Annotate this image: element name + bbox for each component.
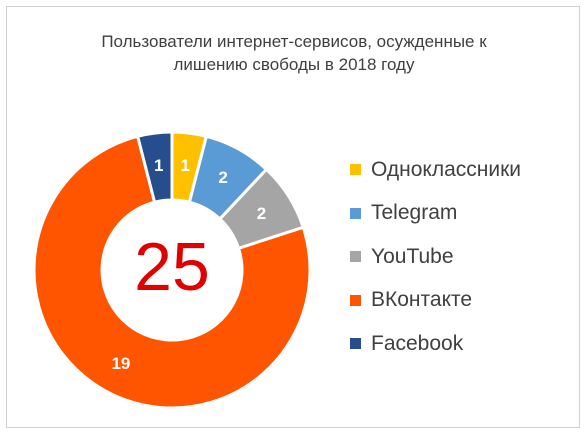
legend-item-telegram: Telegram xyxy=(350,192,521,236)
legend-label: Telegram xyxy=(371,201,458,225)
legend-swatch xyxy=(350,251,361,263)
data-label-telegram: 2 xyxy=(218,168,227,187)
legend-item-facebook: Facebook xyxy=(350,322,521,366)
data-label-vkontakte: 19 xyxy=(111,354,130,373)
legend-label: Одноклассники xyxy=(371,157,522,181)
legend-label: YouTube xyxy=(371,244,454,268)
legend-item-odnoklassniki: Одноклассники xyxy=(350,148,521,192)
legend-swatch xyxy=(350,164,361,176)
legend-label: Facebook xyxy=(371,331,464,355)
chart-title-line-2: лишению свободы в 2018 году xyxy=(173,55,415,74)
legend-swatch xyxy=(350,294,361,306)
data-label-youtube: 2 xyxy=(257,204,266,223)
legend: Одноклассники Telegram YouTube ВКонтакте… xyxy=(350,148,521,366)
donut-slice-vkontakte xyxy=(32,134,312,410)
data-label-odnoklassniki: 1 xyxy=(181,156,190,175)
legend-item-vkontakte: ВКонтакте xyxy=(350,279,521,323)
data-label-facebook: 1 xyxy=(154,156,163,175)
legend-swatch xyxy=(350,207,361,219)
legend-swatch xyxy=(350,338,361,350)
legend-item-youtube: YouTube xyxy=(350,235,521,279)
chart-title-line-1: Пользователи интернет-сервисов, осужденн… xyxy=(101,32,487,51)
chart-title: Пользователи интернет-сервисов, осужденн… xyxy=(0,30,588,76)
donut-slice-facebook xyxy=(135,130,174,205)
center-total-label: 25 xyxy=(134,229,210,305)
legend-label: ВКонтакте xyxy=(371,288,473,312)
